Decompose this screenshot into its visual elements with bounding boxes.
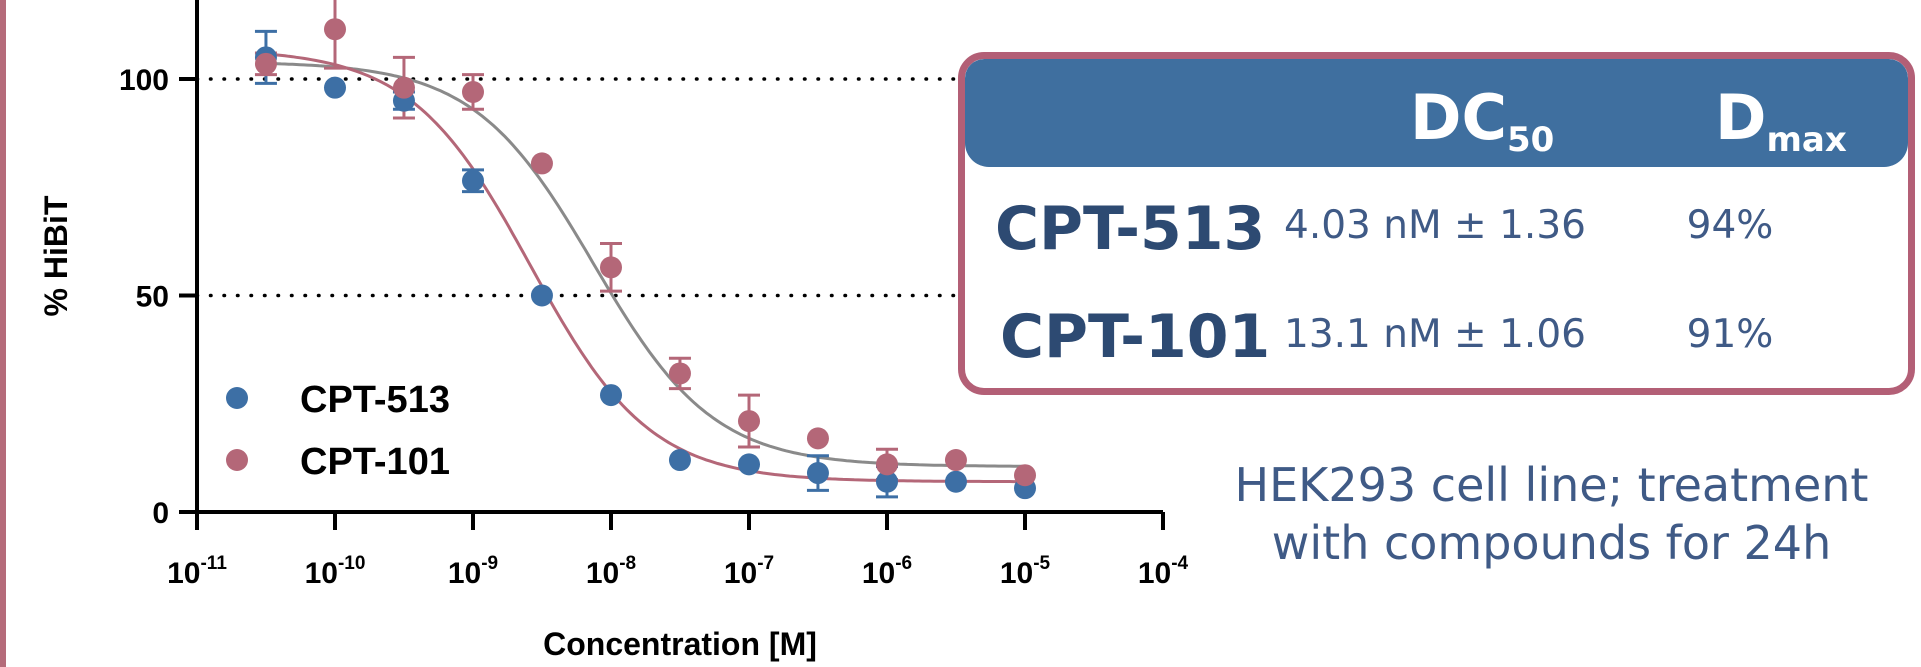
header-dc50: DC50 <box>1410 81 1555 160</box>
data-point-cpt-513-4 <box>530 284 553 307</box>
data-point-cpt-101-7 <box>738 410 760 433</box>
error-bars <box>254 0 898 499</box>
legend-marker-cpt-513 <box>226 387 248 409</box>
caption-line-2: with compounds for 24h <box>1271 516 1832 570</box>
data-point-cpt-513-3 <box>462 169 484 192</box>
data-point-cpt-513-1 <box>324 76 346 99</box>
x-tick-label-6: 10-5 <box>1000 553 1051 590</box>
data-point-cpt-513-5 <box>600 384 622 407</box>
fit-curves <box>265 52 1025 484</box>
data-point-cpt-101-4 <box>530 152 553 175</box>
axes <box>195 0 1163 514</box>
y-ticks: 0 50 100 <box>119 64 197 530</box>
data-point-cpt-101-2 <box>392 76 415 99</box>
data-point-cpt-513-7 <box>738 453 760 476</box>
x-ticks: 10-11 10-10 10-9 10-8 10-7 10-6 10-5 10-4 <box>167 512 1189 590</box>
caption-line-1: HEK293 cell line; treatment <box>1234 458 1869 512</box>
data-point-cpt-101-5 <box>600 256 622 279</box>
data-point-cpt-101-11 <box>1014 464 1036 487</box>
row-name-cpt-513: CPT-513 <box>995 194 1266 264</box>
data-point-cpt-101-9 <box>876 453 898 476</box>
summary-header: DC50 Dmax <box>965 59 1908 167</box>
caption: HEK293 cell line; treatment with compoun… <box>1184 456 1919 572</box>
x-tick-label-1: 10-10 <box>305 553 366 590</box>
y-tick-label-0: 0 <box>152 497 169 530</box>
data-point-cpt-101-10 <box>944 449 967 472</box>
y-tick-label-2: 100 <box>119 64 169 97</box>
x-tick-label-3: 10-8 <box>586 553 636 590</box>
data-point-cpt-101-1 <box>324 18 346 41</box>
fit-curve-cpt-513 <box>265 52 1025 484</box>
data-point-cpt-513-6 <box>668 449 691 472</box>
x-tick-label-2: 10-9 <box>448 553 498 590</box>
legend-label-cpt-513: CPT-513 <box>300 379 450 421</box>
row-dc50-cpt-101: 13.1 nM ± 1.06 <box>1284 312 1586 357</box>
legend: CPT-513 CPT-101 <box>226 379 450 483</box>
x-axis-title: Concentration [M] <box>543 626 817 662</box>
x-tick-label-4: 10-7 <box>724 553 774 590</box>
x-tick-label-0: 10-11 <box>167 553 227 590</box>
summary-table: DC50 Dmax CPT-513 4.03 nM ± 1.36 94% CPT… <box>958 52 1915 395</box>
data-point-cpt-513-10 <box>944 470 967 493</box>
data-point-cpt-101-8 <box>806 427 829 450</box>
data-point-cpt-513-9 <box>876 470 898 493</box>
page-left-frame <box>0 0 6 667</box>
data-point-cpt-101-3 <box>462 80 484 103</box>
fit-curve-cpt-101 <box>265 61 1025 468</box>
x-tick-label-7: 10-4 <box>1138 553 1189 590</box>
legend-label-cpt-101: CPT-101 <box>300 441 450 483</box>
legend-marker-cpt-101 <box>226 449 248 471</box>
y-axis-title: % HiBiT <box>38 195 74 316</box>
x-tick-label-5: 10-6 <box>862 553 912 590</box>
data-point-cpt-101-0 <box>254 52 277 75</box>
data-point-cpt-513-8 <box>806 462 829 485</box>
header-dmax: Dmax <box>1715 81 1847 160</box>
row-dc50-cpt-513: 4.03 nM ± 1.36 <box>1284 203 1586 248</box>
data-points <box>254 18 1036 500</box>
data-point-cpt-101-6 <box>668 362 691 385</box>
row-dmax-cpt-101: 91% <box>1686 312 1774 357</box>
row-dmax-cpt-513: 94% <box>1686 203 1774 248</box>
row-name-cpt-101: CPT-101 <box>1000 302 1271 372</box>
reference-lines <box>195 77 960 298</box>
y-tick-label-1: 50 <box>136 281 169 314</box>
